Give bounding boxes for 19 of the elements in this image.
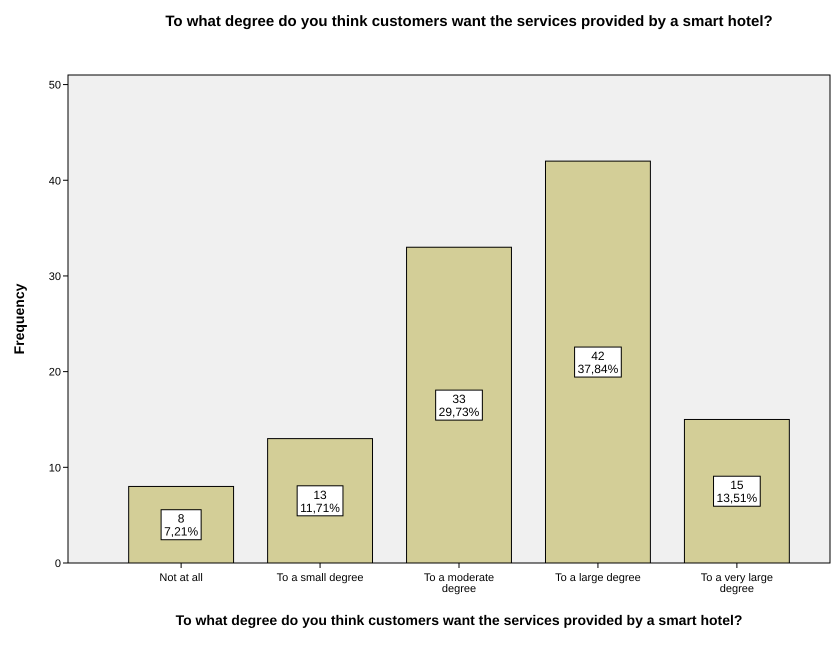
x-tick-label: To a large degree	[555, 572, 641, 584]
y-tick-label: 0	[54, 558, 61, 570]
x-axis-title: To what degree do you think customers want the services provided by a smart hotel?	[176, 612, 742, 628]
x-tick-label: To a very large degree	[700, 572, 773, 595]
x-tick-label: Not at all	[159, 572, 203, 584]
data-label: 15 13,51%	[716, 478, 758, 506]
data-label: 33 29,73%	[438, 392, 480, 420]
data-label: 13 11,71%	[300, 488, 340, 515]
y-tick-label: 30	[48, 270, 61, 283]
data-label: 42 37,84%	[578, 349, 619, 376]
x-tick-label: To a moderate degree	[424, 572, 494, 595]
y-tick-label: 10	[48, 462, 61, 474]
data-label: 8 7,21%	[164, 512, 198, 539]
x-tick-label: To a small degree	[276, 572, 364, 584]
y-tick-label: 40	[48, 175, 61, 188]
y-tick-label: 50	[48, 80, 61, 92]
chart-title: To what degree do you think customers want the services provided by a smart hotel?	[165, 13, 773, 30]
y-tick-label: 20	[48, 366, 61, 379]
y-axis-title: Frequency	[11, 283, 27, 354]
